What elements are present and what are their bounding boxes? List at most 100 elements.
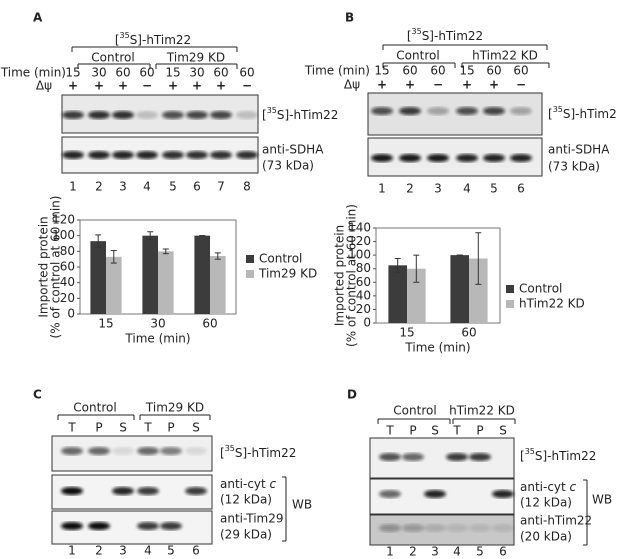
fraction-label: P <box>167 421 174 435</box>
error-bar <box>475 232 482 285</box>
row-label: Time (min) <box>0 66 66 80</box>
band <box>112 447 134 455</box>
x-tick-label: 15 <box>98 317 113 331</box>
label-part: S]-hTim22 <box>277 108 339 122</box>
bar <box>388 265 407 323</box>
band <box>186 111 208 119</box>
legend-swatch <box>246 270 254 278</box>
band <box>483 154 505 162</box>
error-bar <box>413 254 420 283</box>
group-label: Control <box>91 51 134 65</box>
y-tick-label: 120 <box>348 234 371 248</box>
time-value: 60 <box>115 66 130 80</box>
potential-sign: + <box>168 79 178 93</box>
error-bar <box>214 252 221 260</box>
band <box>137 447 159 455</box>
band <box>399 154 421 162</box>
plot-frame <box>375 227 501 324</box>
potential-sign: − <box>142 79 152 93</box>
label-part: 35 <box>225 444 235 453</box>
label-part: S]-hTim22 <box>235 446 297 460</box>
fraction-label: T <box>385 424 394 438</box>
potential-sign: − <box>516 78 526 92</box>
band <box>62 111 84 119</box>
label-part: [ <box>220 446 225 460</box>
bar <box>469 258 488 323</box>
time-value: 60 <box>513 64 528 78</box>
band <box>510 107 532 115</box>
blot-label: [35S]-hTim22 <box>262 106 338 122</box>
x-axis-label: Time (min) <box>124 332 190 346</box>
x-tick-label: 30 <box>150 317 165 331</box>
y-tick-label: 0 <box>67 307 75 321</box>
fraction-label: P <box>476 424 483 438</box>
label-part: 35 <box>553 105 563 114</box>
row-label: Time (min) <box>304 64 370 78</box>
legend-label: Control <box>259 252 302 266</box>
lane-number: 4 <box>143 180 151 194</box>
y-tick-label: 80 <box>60 244 75 258</box>
x-tick-label: 15 <box>399 326 414 340</box>
panel-letter: C <box>33 388 42 402</box>
potential-sign: + <box>68 79 78 93</box>
label-part: 35 <box>267 106 277 115</box>
bar <box>142 235 158 314</box>
band <box>112 487 134 495</box>
band <box>210 151 232 159</box>
group-label: Tim29 KD <box>166 51 225 65</box>
band <box>483 107 505 115</box>
lane-number: 6 <box>499 545 507 559</box>
label-part: [ <box>520 449 525 463</box>
band <box>210 111 232 119</box>
time-value: 30 <box>91 66 106 80</box>
band <box>185 487 207 495</box>
label-part: [ <box>115 33 120 47</box>
group-label: Control <box>393 404 436 418</box>
group-label: Tim29 KD <box>145 401 204 415</box>
band <box>186 151 208 159</box>
legend-swatch <box>506 285 514 293</box>
label-part: S]-hTim22 <box>422 29 484 43</box>
group-label: Control <box>396 49 439 63</box>
fraction-label: T <box>67 421 76 435</box>
lane-number: 1 <box>69 180 77 194</box>
band <box>61 522 83 530</box>
time-value: 60 <box>213 66 228 80</box>
fraction-label: T <box>143 421 152 435</box>
panel-letter: D <box>347 388 357 402</box>
band <box>379 490 401 498</box>
band <box>61 447 83 455</box>
band <box>379 453 401 461</box>
y-tick-label: 20 <box>60 291 75 305</box>
legend-label: Control <box>519 282 562 296</box>
y-tick-label: 0 <box>363 316 371 330</box>
time-value: 60 <box>239 66 254 80</box>
blot-label: (12 kDa) <box>220 493 272 507</box>
fraction-label: S <box>192 421 200 435</box>
legend-swatch <box>246 255 254 263</box>
band <box>136 151 158 159</box>
row-label: Δψ <box>36 79 52 93</box>
error-bar <box>110 250 117 264</box>
band <box>236 111 258 119</box>
band <box>469 453 491 461</box>
y-axis-label: Imported protein <box>333 225 347 326</box>
band <box>492 490 514 498</box>
time-value: 60 <box>139 66 154 80</box>
label-part: S]-hTim22 <box>563 107 617 121</box>
lane-number: 3 <box>119 544 127 558</box>
label-part: [ <box>262 108 267 122</box>
band <box>88 447 110 455</box>
panel-letter: B <box>345 11 354 25</box>
band <box>402 453 424 461</box>
band <box>185 447 207 455</box>
band <box>371 154 393 162</box>
band <box>136 111 158 119</box>
lane-number: 7 <box>217 180 225 194</box>
blot-label: anti-SDHA <box>548 143 610 157</box>
band <box>456 107 478 115</box>
band <box>469 524 491 532</box>
group-label: Control <box>73 401 116 415</box>
label-part: c <box>270 477 277 491</box>
y-axis-label: (% of control at 60 min) <box>345 204 359 347</box>
